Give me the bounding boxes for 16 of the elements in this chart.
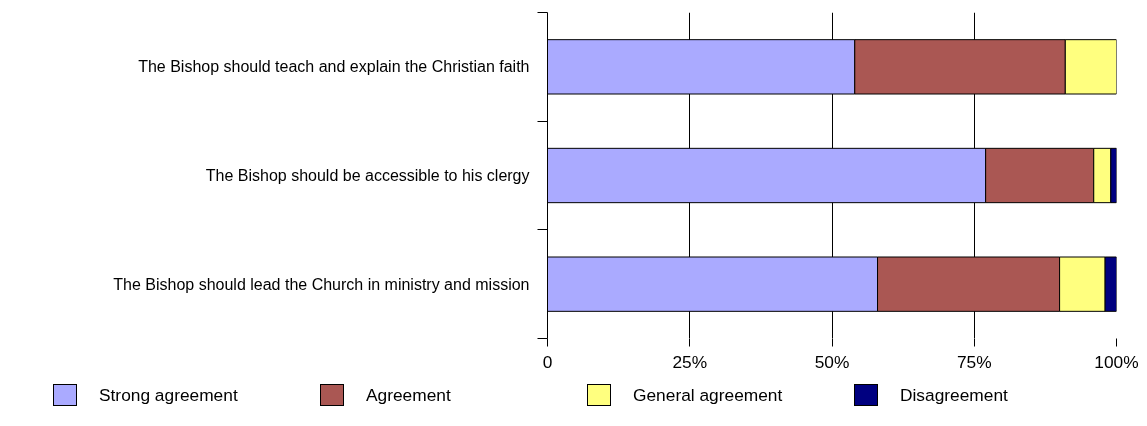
- x-tick-label: 100%: [1094, 351, 1139, 372]
- x-tick-label: 0: [542, 351, 553, 372]
- legend-label: Disagreement: [900, 384, 1008, 407]
- legend-label: Strong agreement: [99, 384, 238, 407]
- x-tick-label: 25%: [672, 351, 708, 372]
- y-tick-label: The Bishop should be accessible to his clergy: [205, 167, 530, 184]
- y-tick-label: The Bishop should teach and explain the Christian faith: [138, 58, 530, 76]
- legend-item: General agreement: [587, 383, 854, 408]
- legend-label: General agreement: [633, 384, 783, 407]
- legend-label: Agreement: [366, 384, 451, 407]
- legend-item: Agreement: [320, 383, 587, 408]
- legend-item: Disagreement: [854, 383, 1121, 408]
- legend-item: Strong agreement: [53, 383, 320, 408]
- y-tick-label: The Bishop should lead the Church in ministry and mission: [113, 275, 530, 293]
- x-tick-label: 75%: [956, 351, 992, 372]
- x-tick-label: 50%: [814, 351, 850, 372]
